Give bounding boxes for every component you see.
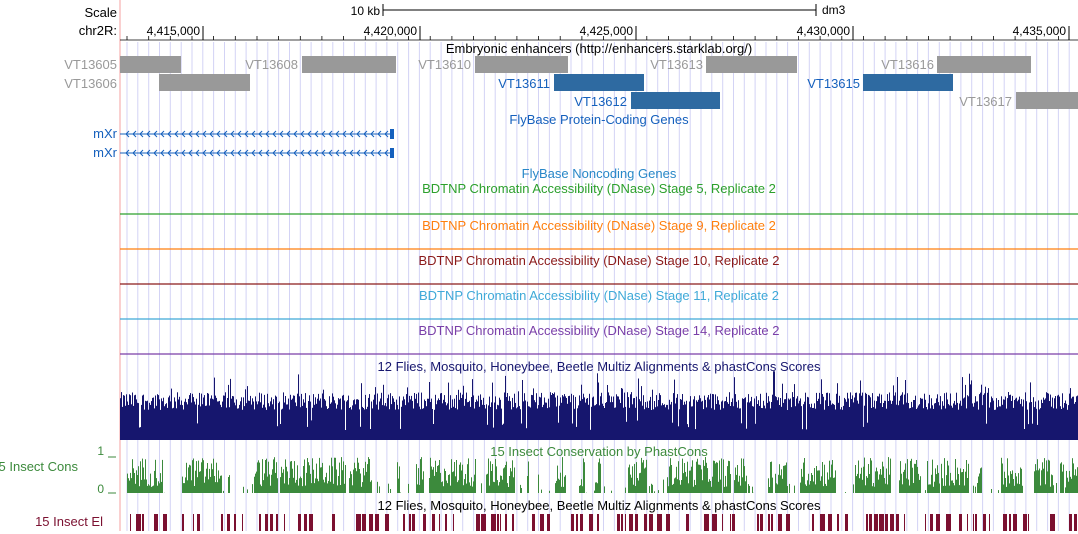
multiz-track[interactable]: 12 Flies, Mosquito, Honeybee, Beetle Mul…	[120, 359, 1078, 440]
svg-text:VT13611: VT13611	[498, 76, 550, 91]
dnase-stage14-track[interactable]: BDTNP Chromatin Accessibility (DNase) St…	[120, 323, 1078, 354]
svg-text:mXr: mXr	[93, 145, 118, 160]
svg-text:VT13606: VT13606	[64, 76, 117, 91]
svg-text:VT13610: VT13610	[418, 57, 471, 72]
ruler-position-4415000: 4,415,000	[147, 24, 201, 38]
insect-cons-title: 15 Insect Conservation by PhastCons	[490, 444, 708, 459]
dnase-stage14-title: BDTNP Chromatin Accessibility (DNase) St…	[418, 323, 779, 338]
noncoding-genes-title[interactable]: FlyBase Noncoding Genes	[522, 166, 677, 181]
insect-cons-wiggle	[127, 457, 1078, 493]
svg-text:VT13612: VT13612	[574, 94, 627, 109]
dnase-stage10-track[interactable]: BDTNP Chromatin Accessibility (DNase) St…	[120, 253, 1078, 284]
enhancer-vt13612[interactable]: VT13612	[574, 92, 720, 109]
protein-coding-genes-title: FlyBase Protein-Coding Genes	[509, 112, 689, 127]
scale-label: Scale	[84, 5, 117, 20]
insect-elements-track[interactable]: 12 Flies, Mosquito, Honeybee, Beetle Mul…	[35, 498, 1077, 531]
enhancer-vt13606[interactable]: VT13606	[64, 74, 250, 91]
ruler-position-4435000: 4,435,000	[1013, 24, 1067, 38]
dnase-stage9-title: BDTNP Chromatin Accessibility (DNase) St…	[422, 218, 776, 233]
insect-cons-ymin: 0	[97, 482, 104, 496]
svg-text:VT13613: VT13613	[650, 57, 703, 72]
svg-text:mXr: mXr	[93, 126, 118, 141]
multiz-conservation-wiggle	[120, 371, 1078, 440]
enhancer-vt13611[interactable]: VT13611	[498, 74, 644, 91]
dnase-stage5-track[interactable]: BDTNP Chromatin Accessibility (DNase) St…	[120, 181, 1078, 214]
enhancer-vt13605[interactable]: VT13605	[64, 56, 181, 73]
enhancer-track-title: Embryonic enhancers (http://enhancers.st…	[446, 41, 752, 56]
ruler-position-4420000: 4,420,000	[364, 24, 418, 38]
enhancer-vt13617[interactable]: VT13617	[959, 92, 1078, 109]
multiz-title: 12 Flies, Mosquito, Honeybee, Beetle Mul…	[378, 359, 821, 374]
insect-elements-title: 12 Flies, Mosquito, Honeybee, Beetle Mul…	[378, 498, 821, 513]
svg-text:VT13616: VT13616	[881, 57, 934, 72]
chrom-label: chr2R:	[79, 23, 117, 38]
enhancer-vt13613[interactable]: VT13613	[650, 56, 797, 73]
dnase-stage9-track[interactable]: BDTNP Chromatin Accessibility (DNase) St…	[120, 218, 1078, 249]
insect-cons-side-label[interactable]: 15 Insect Cons	[0, 459, 78, 474]
svg-text:VT13615: VT13615	[807, 76, 860, 91]
enhancer-vt13616[interactable]: VT13616	[881, 56, 1031, 73]
enhancer-vt13615[interactable]: VT13615	[807, 74, 953, 91]
insect-elements-side-label[interactable]: 15 Insect El	[35, 514, 103, 529]
dnase-stage11-track[interactable]: BDTNP Chromatin Accessibility (DNase) St…	[120, 288, 1078, 319]
ruler-position-4425000: 4,425,000	[580, 24, 634, 38]
dnase-stage11-title: BDTNP Chromatin Accessibility (DNase) St…	[419, 288, 779, 303]
dnase-stage5-title: BDTNP Chromatin Accessibility (DNase) St…	[422, 181, 776, 196]
enhancer-vt13608[interactable]: VT13608	[245, 56, 396, 73]
svg-text:VT13605: VT13605	[64, 57, 117, 72]
ruler-track[interactable]: Scale 10 kb dm3 chr2R: 4,415,000 4,420,0…	[79, 3, 1078, 40]
assembly-label: dm3	[822, 3, 846, 17]
svg-text:VT13608: VT13608	[245, 57, 298, 72]
dnase-stage10-title: BDTNP Chromatin Accessibility (DNase) St…	[418, 253, 779, 268]
svg-text:VT13617: VT13617	[959, 94, 1012, 109]
ruler-position-4430000: 4,430,000	[797, 24, 851, 38]
protein-coding-genes-track[interactable]: FlyBase Protein-Coding Genes mXr mXr	[93, 112, 689, 160]
insect-cons-ymax: 1	[97, 444, 104, 458]
scale-bar-label: 10 kb	[351, 4, 381, 18]
enhancer-vt13610[interactable]: VT13610	[418, 56, 568, 73]
scale-bar	[383, 4, 816, 16]
